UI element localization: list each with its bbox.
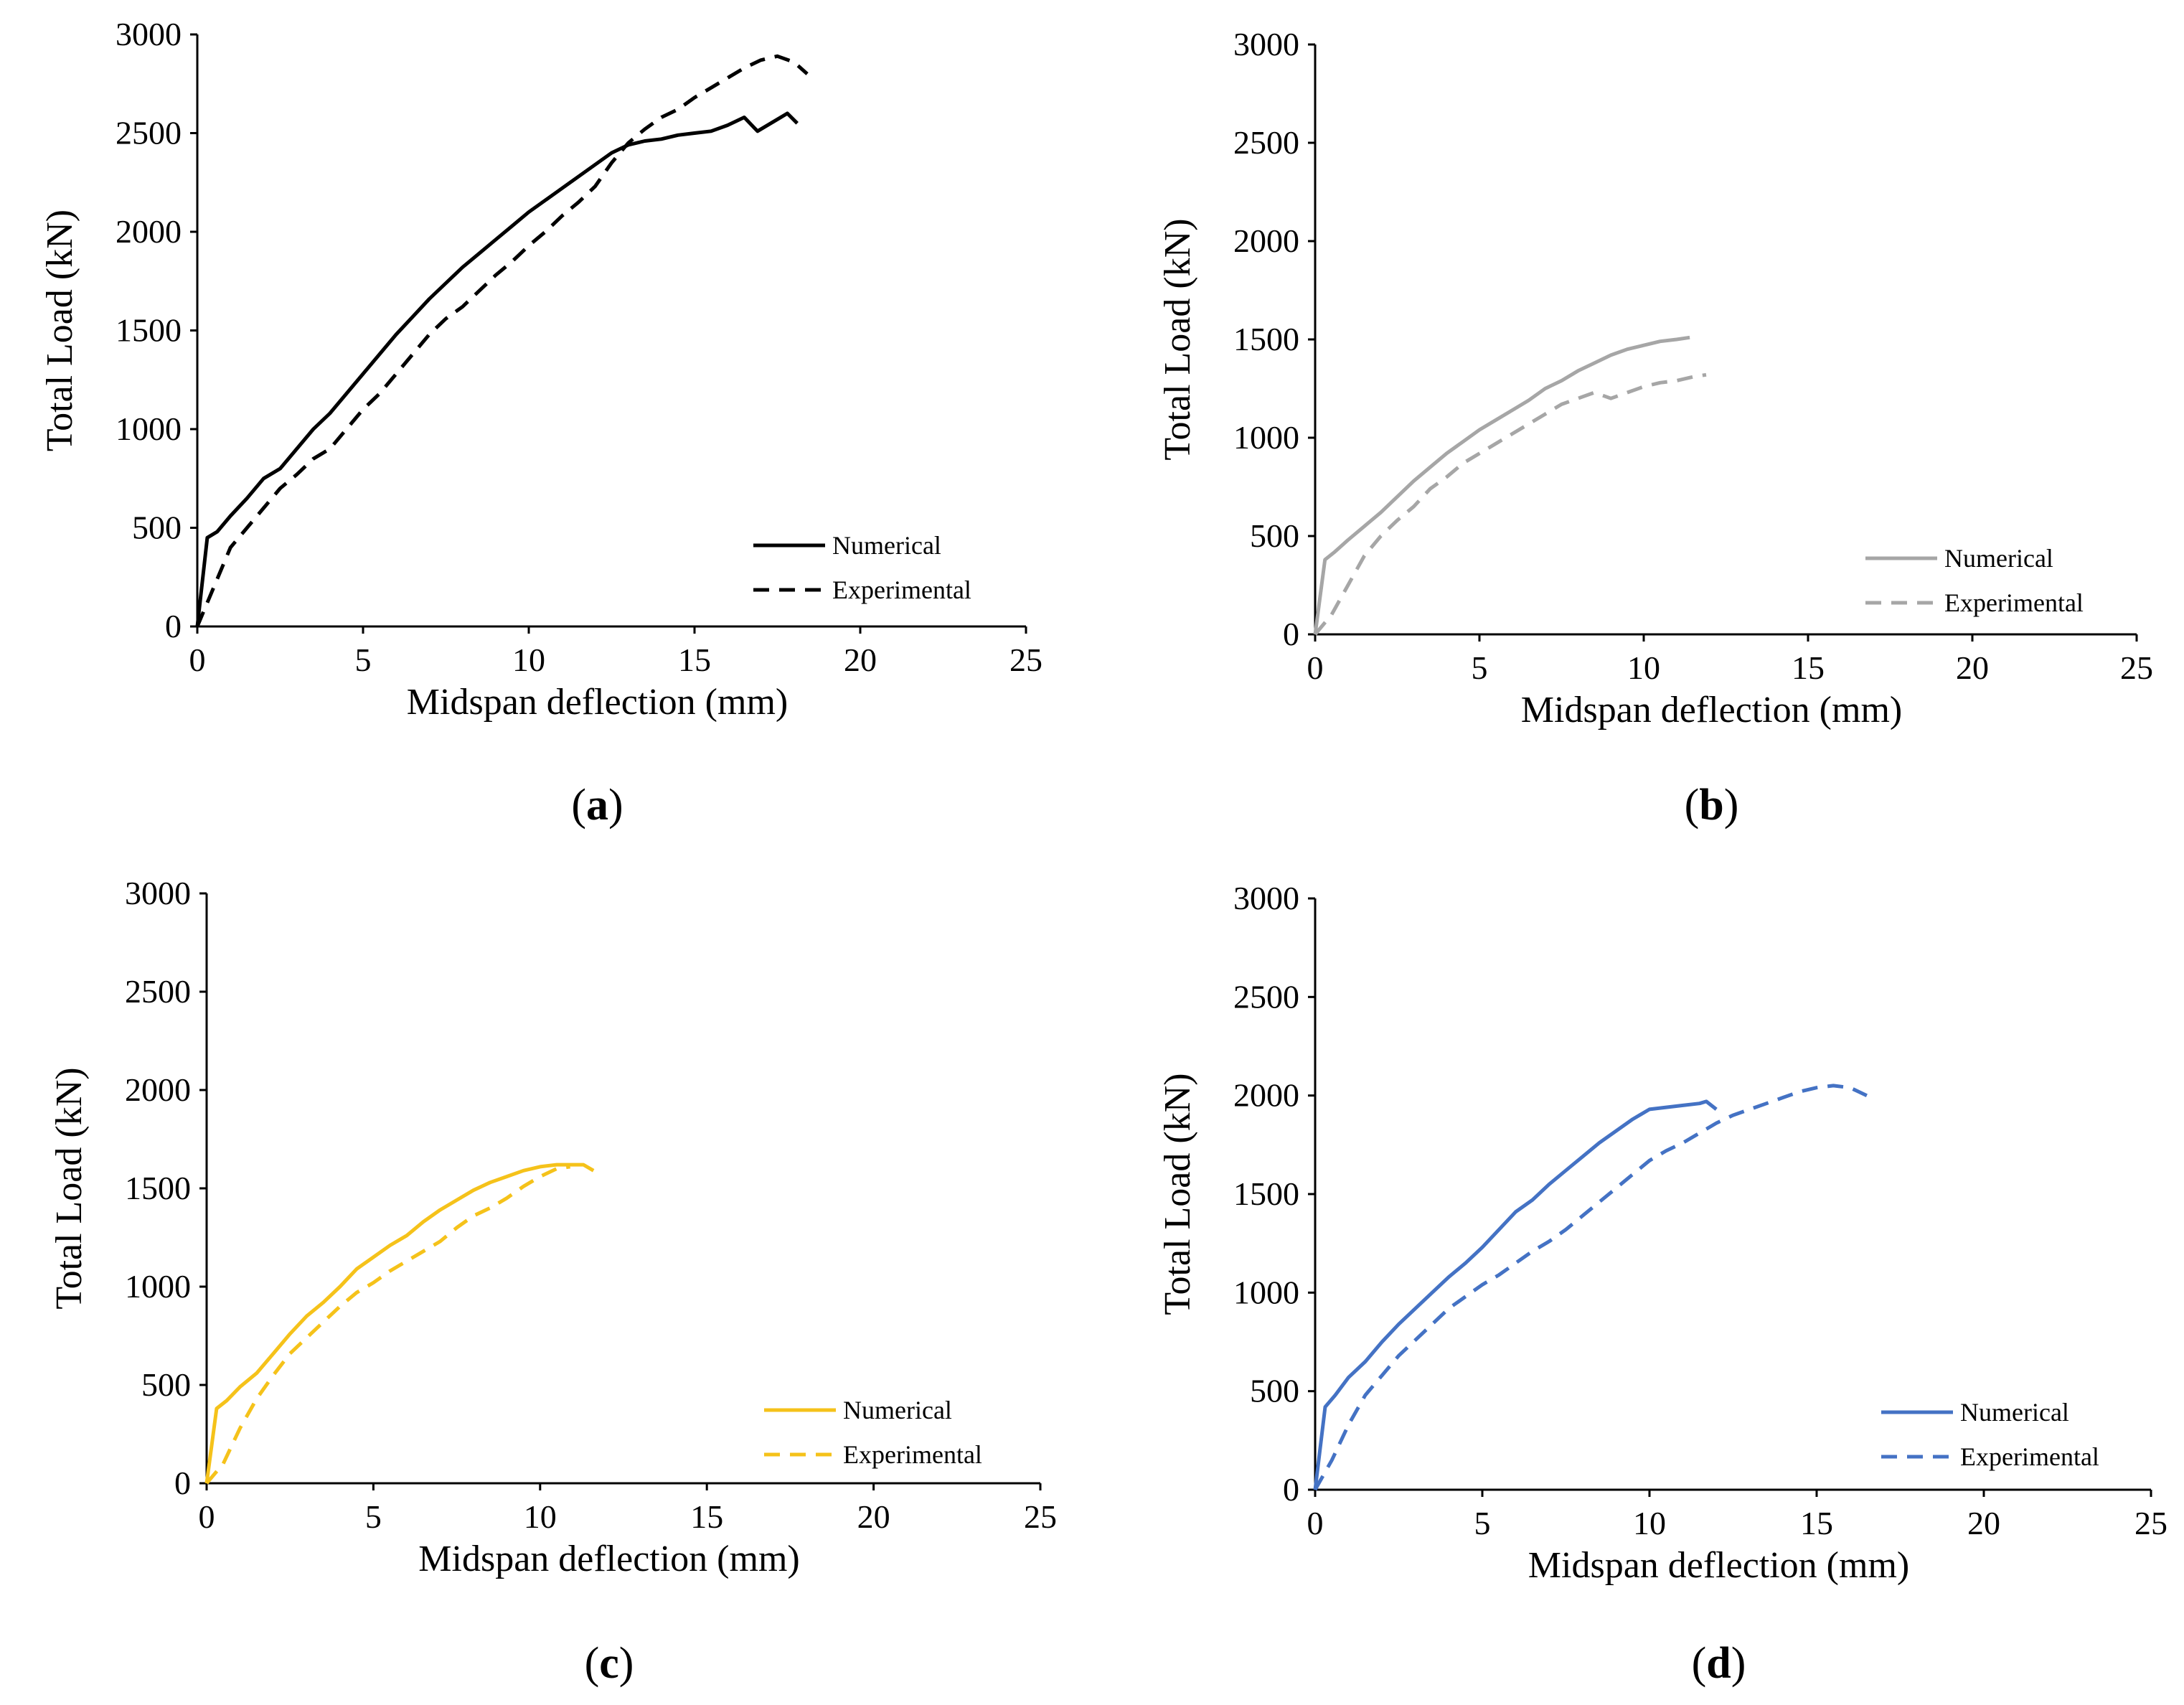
y-axis-title: Total Load (kN) xyxy=(1157,218,1198,460)
legend: Numerical Experimental xyxy=(764,1396,982,1469)
x-tick-label: 5 xyxy=(1472,649,1488,686)
x-axis-title: Midspan deflection (mm) xyxy=(418,1539,799,1579)
x-tick-label: 5 xyxy=(1474,1505,1491,1541)
y-tick-label: 1000 xyxy=(116,410,182,447)
panel-label: (c) xyxy=(585,1639,634,1688)
legend: Numerical Experimental xyxy=(1881,1398,2099,1471)
y-tick-label: 1500 xyxy=(1233,321,1299,357)
y-tick-label: 2000 xyxy=(1233,222,1299,259)
y-tick-label: 500 xyxy=(141,1366,191,1403)
series-line-numerical xyxy=(204,1162,595,1484)
legend: Numerical Experimental xyxy=(1865,544,2084,617)
y-tick-label: 0 xyxy=(174,1465,191,1501)
y-tick-label: 3000 xyxy=(116,16,182,52)
x-tick-label: 20 xyxy=(1967,1505,2000,1541)
chart-panel-c: 0 500 1000 1500 2000 2500 3000 0 5 10 15 20 25 Midspa… xyxy=(49,875,1057,1688)
panel-label: (a) xyxy=(571,781,623,830)
legend-label: Numerical xyxy=(843,1396,952,1424)
x-tick-label: 10 xyxy=(512,642,545,678)
y-tick-label: 1500 xyxy=(1233,1175,1299,1212)
x-tick-label: 20 xyxy=(844,642,877,678)
x-axis-title: Midspan deflection (mm) xyxy=(1521,690,1902,731)
series-line-numerical xyxy=(1313,335,1690,635)
legend-label: Experimental xyxy=(1960,1442,2099,1471)
x-axis-title: Midspan deflection (mm) xyxy=(1528,1545,1909,1586)
y-tick-label: 3000 xyxy=(1233,26,1299,62)
x-tick-label: 0 xyxy=(199,1498,215,1535)
series-line-experimental xyxy=(195,54,809,627)
legend: Numerical Experimental xyxy=(753,531,971,604)
y-tick-label: 0 xyxy=(1283,616,1299,652)
x-tick-label: 5 xyxy=(365,1498,382,1535)
y-tick-label: 2500 xyxy=(116,115,182,151)
series-line-experimental xyxy=(205,1165,570,1485)
series-line-numerical xyxy=(1313,1099,1718,1490)
x-tick-label: 20 xyxy=(857,1498,890,1535)
legend-label: Numerical xyxy=(1960,1398,2069,1427)
y-tick-label: 0 xyxy=(165,608,182,644)
y-tick-label: 1000 xyxy=(1233,419,1299,456)
y-tick-label: 500 xyxy=(1250,517,1299,554)
series-line-experimental xyxy=(1314,372,1707,636)
y-axis-title: Total Load (kN) xyxy=(39,210,80,451)
y-tick-label: 500 xyxy=(1250,1373,1299,1409)
y-axis-title: Total Load (kN) xyxy=(1157,1073,1198,1315)
x-tick-label: 25 xyxy=(1024,1498,1057,1535)
y-tick-label: 2500 xyxy=(1233,124,1299,161)
x-tick-label: 10 xyxy=(1633,1505,1666,1541)
x-tick-label: 25 xyxy=(2134,1505,2167,1541)
y-tick-label: 1000 xyxy=(1233,1274,1299,1310)
chart-panel-b: 0 500 1000 1500 2000 2500 3000 0 5 10 15 20 25 Midspa… xyxy=(1157,26,2153,830)
legend-label: Experimental xyxy=(832,576,971,604)
x-tick-label: 10 xyxy=(524,1498,557,1535)
x-tick-label: 15 xyxy=(678,642,711,678)
y-tick-label: 2000 xyxy=(116,213,182,250)
legend-label: Numerical xyxy=(832,531,941,560)
y-tick-label: 1000 xyxy=(125,1268,191,1305)
x-tick-label: 15 xyxy=(1792,649,1825,686)
y-tick-label: 2000 xyxy=(1233,1077,1299,1114)
y-tick-label: 1500 xyxy=(125,1170,191,1206)
y-tick-label: 1500 xyxy=(116,312,182,349)
x-tick-label: 10 xyxy=(1627,649,1660,686)
x-tick-label: 0 xyxy=(1307,1505,1324,1541)
x-tick-label: 0 xyxy=(1307,649,1324,686)
y-tick-label: 3000 xyxy=(1233,880,1299,916)
series-line-numerical xyxy=(195,111,799,627)
x-tick-label: 25 xyxy=(1009,642,1042,678)
x-tick-label: 20 xyxy=(1956,649,1989,686)
x-axis-title: Midspan deflection (mm) xyxy=(407,682,788,723)
y-tick-label: 3000 xyxy=(125,875,191,911)
x-tick-label: 25 xyxy=(2120,649,2153,686)
panel-label: (b) xyxy=(1685,781,1739,830)
x-tick-label: 15 xyxy=(1800,1505,1833,1541)
legend-label: Experimental xyxy=(1944,588,2084,617)
x-tick-label: 15 xyxy=(690,1498,723,1535)
legend-label: Numerical xyxy=(1944,544,2053,573)
y-tick-label: 2500 xyxy=(125,973,191,1010)
chart-panel-d: 0 500 1000 1500 2000 2500 3000 0 5 10 15 20 25 Midspa… xyxy=(1157,880,2167,1688)
chart-panel-a: 0 500 1000 1500 2000 2500 3000 0 5 10 15 20 25 Midspa… xyxy=(39,16,1042,830)
y-tick-label: 2000 xyxy=(125,1071,191,1108)
y-tick-label: 0 xyxy=(1283,1471,1299,1508)
legend-label: Experimental xyxy=(843,1440,982,1469)
x-tick-label: 5 xyxy=(355,642,372,678)
y-tick-label: 2500 xyxy=(1233,978,1299,1015)
series-line-experimental xyxy=(1313,1084,1868,1491)
y-tick-label: 500 xyxy=(132,509,182,546)
x-tick-label: 0 xyxy=(189,642,206,678)
panel-label: (d) xyxy=(1692,1639,1746,1688)
y-axis-title: Total Load (kN) xyxy=(49,1067,90,1309)
